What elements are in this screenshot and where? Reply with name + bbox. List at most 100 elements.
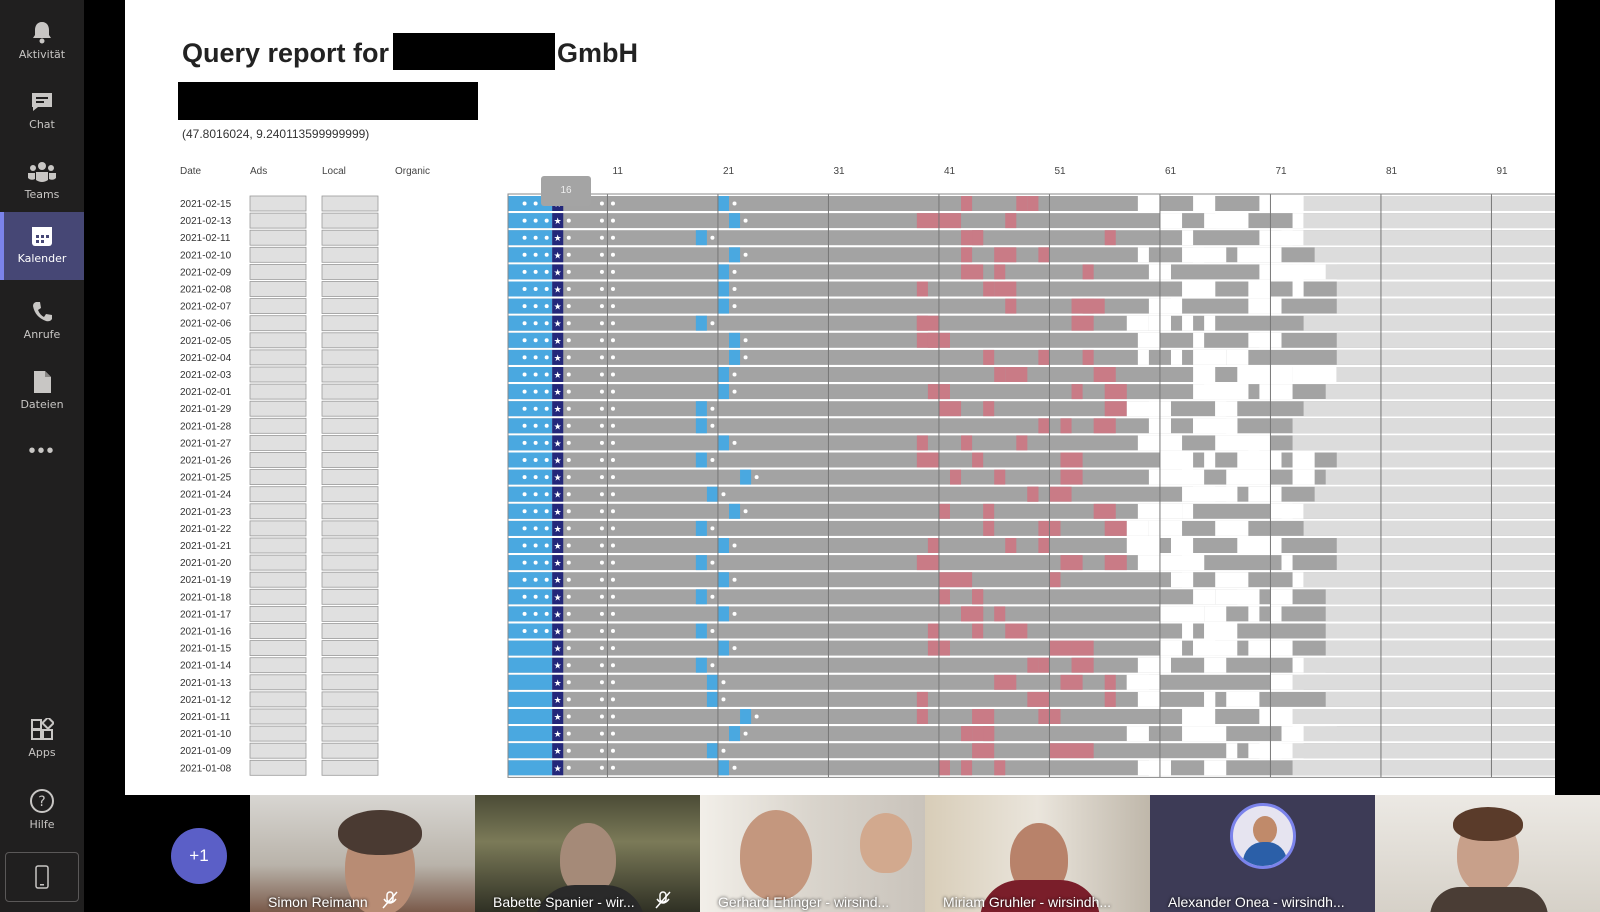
feature-dot <box>544 475 549 480</box>
late-results <box>1325 384 1555 400</box>
rail-item-help[interactable]: ? Hilfe <box>0 776 84 844</box>
tick-label: 61 <box>1165 166 1177 177</box>
own-position-mark <box>552 247 564 263</box>
ads-cell <box>249 349 307 366</box>
empty-slot <box>1226 743 1238 759</box>
organic-row <box>508 606 1555 622</box>
star-icon: ★ <box>554 678 562 688</box>
own-position-mark <box>552 657 564 673</box>
local-cell <box>321 674 379 691</box>
rail-item-calendar[interactable]: Kalender <box>0 212 84 280</box>
rail-item-calls[interactable]: Anrufe <box>0 288 84 356</box>
empty-slot <box>1204 384 1249 400</box>
feature-dot <box>599 629 604 633</box>
competitor-mark <box>1071 640 1094 656</box>
organic-row <box>508 349 1555 365</box>
competitor-mark <box>1071 315 1094 331</box>
report-title: Query report for GmbH <box>182 33 638 70</box>
rail-item-label: Chat <box>29 118 55 131</box>
feature-dot <box>599 321 604 326</box>
competitor-mark <box>938 401 962 417</box>
rail-item-teams[interactable]: Teams <box>0 148 84 216</box>
tick-label: 11 <box>613 166 624 177</box>
empty-slot <box>1126 726 1149 742</box>
empty-slot <box>1137 691 1160 707</box>
mic-off-icon <box>382 891 398 909</box>
rail-item-files[interactable]: Dateien <box>0 358 84 426</box>
empty-slot <box>1270 606 1282 622</box>
feature-dot <box>732 611 737 616</box>
tick-label: 51 <box>1055 166 1067 177</box>
participant-tile[interactable] <box>1375 795 1600 912</box>
participant-tile[interactable]: Miriam Gruhler - wirsindh... <box>925 795 1150 912</box>
participant-tile[interactable]: Alexander Onea - wirsindh... <box>1150 795 1375 912</box>
competitor-mark <box>916 315 939 331</box>
late-results <box>1336 367 1555 382</box>
device-button[interactable] <box>5 852 79 902</box>
competitor-mark <box>972 589 984 605</box>
ads-cell <box>249 452 307 468</box>
feature-dot <box>522 611 527 616</box>
late-results <box>1303 726 1555 742</box>
competitor-mark <box>1093 418 1116 434</box>
row-date: 2021-01-09 <box>180 746 232 757</box>
star-icon: ★ <box>554 541 562 551</box>
feature-dot <box>533 338 538 343</box>
competitor-mark <box>1104 555 1127 571</box>
competitor-mark <box>972 623 984 639</box>
participant-tile[interactable]: Babette Spanier - wir... <box>475 795 700 912</box>
empty-slot <box>1193 349 1227 365</box>
feature-dot <box>566 235 571 240</box>
empty-slot <box>1193 486 1238 502</box>
column-header-ads: Ads <box>250 166 267 177</box>
ads-cell <box>249 281 307 297</box>
feature-dot <box>710 663 715 668</box>
rail-item-chat[interactable]: Chat <box>0 78 84 146</box>
more-apps-button[interactable]: ••• <box>28 440 56 462</box>
empty-slot <box>1159 606 1205 622</box>
participant-name: Alexander Onea - wirsindh... <box>1168 894 1345 910</box>
ads-cell <box>249 383 307 400</box>
feature-dot <box>566 526 571 531</box>
local-cell <box>321 452 379 468</box>
feature-dot <box>599 458 604 462</box>
rail-item-apps[interactable]: Apps <box>0 706 84 774</box>
competitor-mark <box>938 213 962 229</box>
own-position-mark <box>552 520 564 536</box>
participant-tile[interactable]: Simon Reimann <box>250 795 475 912</box>
tick-label: 31 <box>834 166 846 177</box>
rail-item-activity[interactable]: Aktivität <box>0 8 84 76</box>
competitor-mark <box>1049 486 1072 502</box>
competitor-mark <box>983 726 995 742</box>
late-results <box>1303 401 1555 417</box>
late-results <box>1336 298 1555 314</box>
own-position-mark <box>552 213 564 229</box>
organic-hit <box>706 691 718 707</box>
competitor-mark <box>927 623 939 639</box>
organic-top-block <box>508 349 553 365</box>
own-position-mark <box>552 760 564 776</box>
own-position-mark <box>552 743 564 759</box>
organic-hit <box>717 196 729 211</box>
more-participants-button[interactable]: +1 <box>171 828 227 884</box>
row-date: 2021-01-12 <box>180 695 232 706</box>
feature-dot <box>610 629 615 633</box>
late-results <box>1303 230 1555 246</box>
participant-tile[interactable]: Gerhard Ehinger - wirsind... <box>700 795 925 912</box>
organic-top-block <box>508 520 553 536</box>
late-results <box>1292 435 1555 451</box>
tick-label: 21 <box>723 166 735 177</box>
competitor-mark <box>916 691 928 707</box>
feature-dot <box>566 321 571 326</box>
late-results <box>1303 213 1555 229</box>
feature-dot <box>566 646 571 651</box>
feature-dot <box>754 714 759 719</box>
own-position-mark <box>552 332 564 348</box>
empty-slot <box>1204 315 1216 331</box>
feature-dot <box>533 440 538 445</box>
star-icon: ★ <box>554 387 562 397</box>
feature-dot <box>599 509 604 514</box>
feature-dot <box>710 629 715 633</box>
ads-cell <box>249 691 307 708</box>
local-cell <box>321 229 379 246</box>
